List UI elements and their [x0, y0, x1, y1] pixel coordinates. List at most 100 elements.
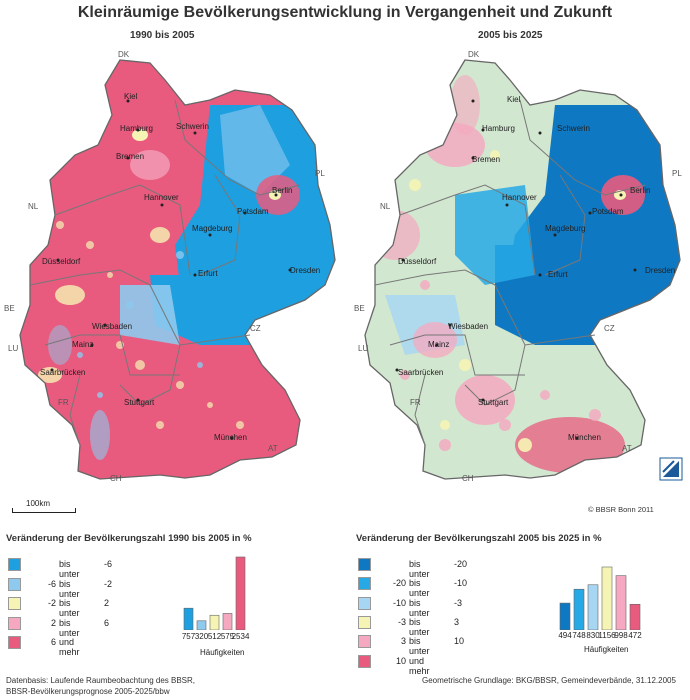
histogram-bar-label: 575 [220, 632, 235, 641]
footer-source-line2: BBSR-Bevölkerungsprognose 2005-2025/bbw [6, 687, 170, 696]
legend-range-word: bis unter [59, 559, 80, 579]
city-label-erfurt-right: Erfurt [548, 270, 568, 279]
legend-swatch [358, 577, 371, 591]
city-label-berlin: Berlin [272, 186, 293, 195]
city-label-duesseldorf: Düsseldorf [42, 257, 81, 266]
histogram-bar [196, 620, 207, 630]
legend-swatch [358, 635, 371, 649]
legend-range-word: bis unter [409, 636, 430, 657]
legend-lower-bound: 10 [395, 655, 406, 666]
city-label-hamburg-right: Hamburg [482, 124, 515, 133]
country-label-cz-right: CZ [604, 324, 615, 333]
legend-upper-bound: 2 [104, 598, 110, 608]
legend-swatch [358, 596, 371, 610]
histogram-bar [559, 602, 571, 630]
country-label-dk: DK [118, 50, 130, 59]
city-label-schwerin: Schwerin [176, 122, 209, 131]
legend-swatch [8, 616, 21, 630]
legend-range-word: und mehr [59, 637, 80, 657]
footer-source-line1: Datenbasis: Laufende Raumbeobachtung des… [6, 676, 196, 685]
country-label-cz: CZ [250, 324, 261, 333]
map-2005-2025 [345, 45, 690, 490]
histogram-bar [587, 584, 599, 630]
country-label-ch-right: CH [462, 474, 474, 483]
city-label-stuttgart: Stuttgart [124, 398, 155, 407]
histogram-bar-label: 320 [194, 632, 209, 641]
left-panel-title: 1990 bis 2005 [130, 30, 195, 41]
legend-lower-bound: 3 [400, 636, 406, 647]
legend-upper-bound: -20 [454, 559, 468, 569]
legend-swatch [8, 558, 21, 571]
histogram-bar-label: 2534 [231, 632, 250, 641]
legend-upper-bound: 10 [454, 636, 465, 647]
country-label-pl: PL [315, 169, 325, 178]
legend-lower-bound: -3 [397, 616, 406, 627]
histogram-bar [222, 613, 233, 630]
histogram-bar-label: 494 [558, 631, 572, 640]
country-label-dk-right: DK [468, 50, 480, 59]
histogram-bar [209, 614, 220, 630]
legend-lower-bound: -10 [392, 597, 406, 608]
histogram-bar-label: 998 [614, 631, 628, 640]
city-label-bremen-right: Bremen [472, 155, 501, 164]
country-label-ch: CH [110, 474, 122, 483]
legend-range-word: bis unter [59, 578, 80, 599]
city-label-potsdam-right: Potsdam [592, 207, 624, 216]
bbsr-logo [659, 457, 683, 481]
city-label-hamburg: Hamburg [120, 124, 153, 133]
country-label-be-right: BE [354, 304, 365, 313]
legend-range-word: und mehr [409, 655, 430, 676]
histogram-bar-label: 757 [181, 632, 196, 641]
histogram-bar-label: 472 [628, 631, 642, 640]
histogram-bar [573, 588, 585, 630]
city-label-wiesbaden-right: Wiesbaden [448, 322, 489, 331]
histogram-bar-label: 748 [572, 631, 586, 640]
legend-upper-bound: -6 [104, 559, 113, 569]
legend-swatch [8, 636, 21, 649]
histogram-left [183, 556, 246, 630]
legend-lower-bound: 6 [50, 637, 56, 647]
legend-upper-bound: 6 [104, 617, 110, 628]
city-label-kiel-right: Kiel [507, 95, 521, 104]
histogram-bar [629, 603, 641, 630]
country-label-nl-right: NL [380, 202, 391, 211]
city-label-dresden-right: Dresden [645, 266, 676, 275]
legend-range-word: bis unter [59, 598, 80, 618]
city-label-stuttgart-right: Stuttgart [478, 398, 509, 407]
histogram-bar-label: 1156 [598, 631, 616, 640]
legend-right-title: Veränderung der Bevölkerungszahl 2005 bi… [356, 533, 602, 544]
city-label-potsdam: Potsdam [237, 207, 269, 216]
city-label-hannover-right: Hannover [502, 193, 537, 202]
city-label-erfurt: Erfurt [198, 269, 218, 278]
city-label-schwerin-right: Schwerin [557, 124, 590, 133]
legend-lower-bound: -6 [47, 578, 56, 589]
histogram-left-caption: Häufigkeiten [200, 648, 245, 657]
scale-bar: 100km [12, 499, 76, 513]
footer-geometry: Geometrische Grundlage: BKG/BBSR, Gemein… [422, 676, 676, 685]
city-label-magdeburg: Magdeburg [192, 224, 233, 233]
country-label-lu: LU [8, 344, 19, 353]
histogram-bar [601, 566, 613, 630]
histogram-bar [183, 607, 194, 630]
country-label-at-right: AT [622, 444, 632, 453]
legend-upper-bound: 3 [454, 616, 460, 627]
histogram-bar [235, 556, 246, 630]
legend-lower-bound: -20 [392, 578, 406, 589]
city-label-wiesbaden: Wiesbaden [92, 322, 133, 331]
legend-upper-bound: -10 [454, 578, 468, 589]
legend-range-word: bis unter [409, 597, 430, 618]
legend-upper-bound: -3 [454, 597, 463, 608]
right-panel-title: 2005 bis 2025 [478, 30, 543, 41]
map-title: Kleinräumige Bevölkerungsentwicklung in … [77, 4, 613, 21]
legend-range-word: bis unter [409, 578, 430, 599]
city-label-hannover: Hannover [144, 193, 179, 202]
country-label-nl: NL [28, 202, 39, 211]
map-1990-2005 [0, 45, 345, 490]
country-label-be: BE [4, 304, 15, 313]
scale-bar-label: 100km [26, 499, 51, 508]
city-label-saarbruecken: Saarbrücken [40, 368, 86, 377]
legend-left-title: Veränderung der Bevölkerungszahl 1990 bi… [6, 533, 252, 544]
legend-range-word: bis unter [409, 559, 430, 579]
histogram-bar-label: 830 [586, 631, 600, 640]
legend-swatch [358, 558, 371, 571]
